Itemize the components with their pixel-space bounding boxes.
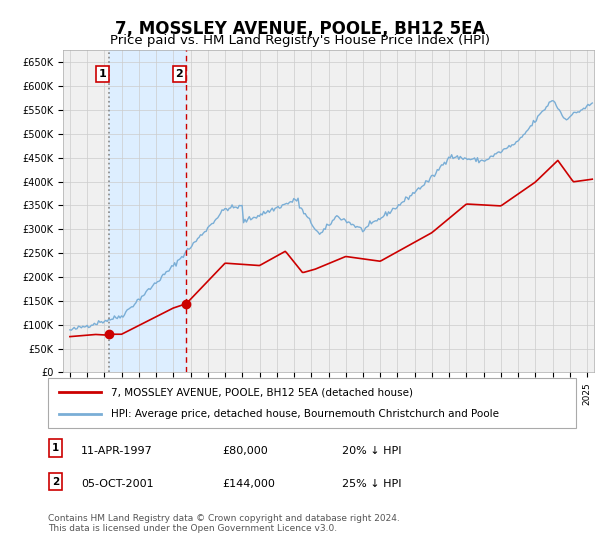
Text: HPI: Average price, detached house, Bournemouth Christchurch and Poole: HPI: Average price, detached house, Bour… <box>112 409 499 419</box>
Text: 7, MOSSLEY AVENUE, POOLE, BH12 5EA: 7, MOSSLEY AVENUE, POOLE, BH12 5EA <box>115 20 485 38</box>
Text: Contains HM Land Registry data © Crown copyright and database right 2024.
This d: Contains HM Land Registry data © Crown c… <box>48 514 400 533</box>
Bar <box>109 50 186 372</box>
FancyBboxPatch shape <box>49 473 62 490</box>
Text: 11-APR-1997: 11-APR-1997 <box>81 446 153 456</box>
Text: 1: 1 <box>52 443 59 453</box>
Text: 25% ↓ HPI: 25% ↓ HPI <box>342 479 401 489</box>
Text: £144,000: £144,000 <box>222 479 275 489</box>
FancyBboxPatch shape <box>49 440 62 456</box>
Text: 7, MOSSLEY AVENUE, POOLE, BH12 5EA (detached house): 7, MOSSLEY AVENUE, POOLE, BH12 5EA (deta… <box>112 387 413 397</box>
Text: £80,000: £80,000 <box>222 446 268 456</box>
Text: 20% ↓ HPI: 20% ↓ HPI <box>342 446 401 456</box>
Text: 2: 2 <box>52 477 59 487</box>
Text: Price paid vs. HM Land Registry's House Price Index (HPI): Price paid vs. HM Land Registry's House … <box>110 34 490 46</box>
Text: 2: 2 <box>175 69 183 80</box>
Text: 05-OCT-2001: 05-OCT-2001 <box>81 479 154 489</box>
Text: 1: 1 <box>98 69 106 80</box>
FancyBboxPatch shape <box>48 378 576 428</box>
